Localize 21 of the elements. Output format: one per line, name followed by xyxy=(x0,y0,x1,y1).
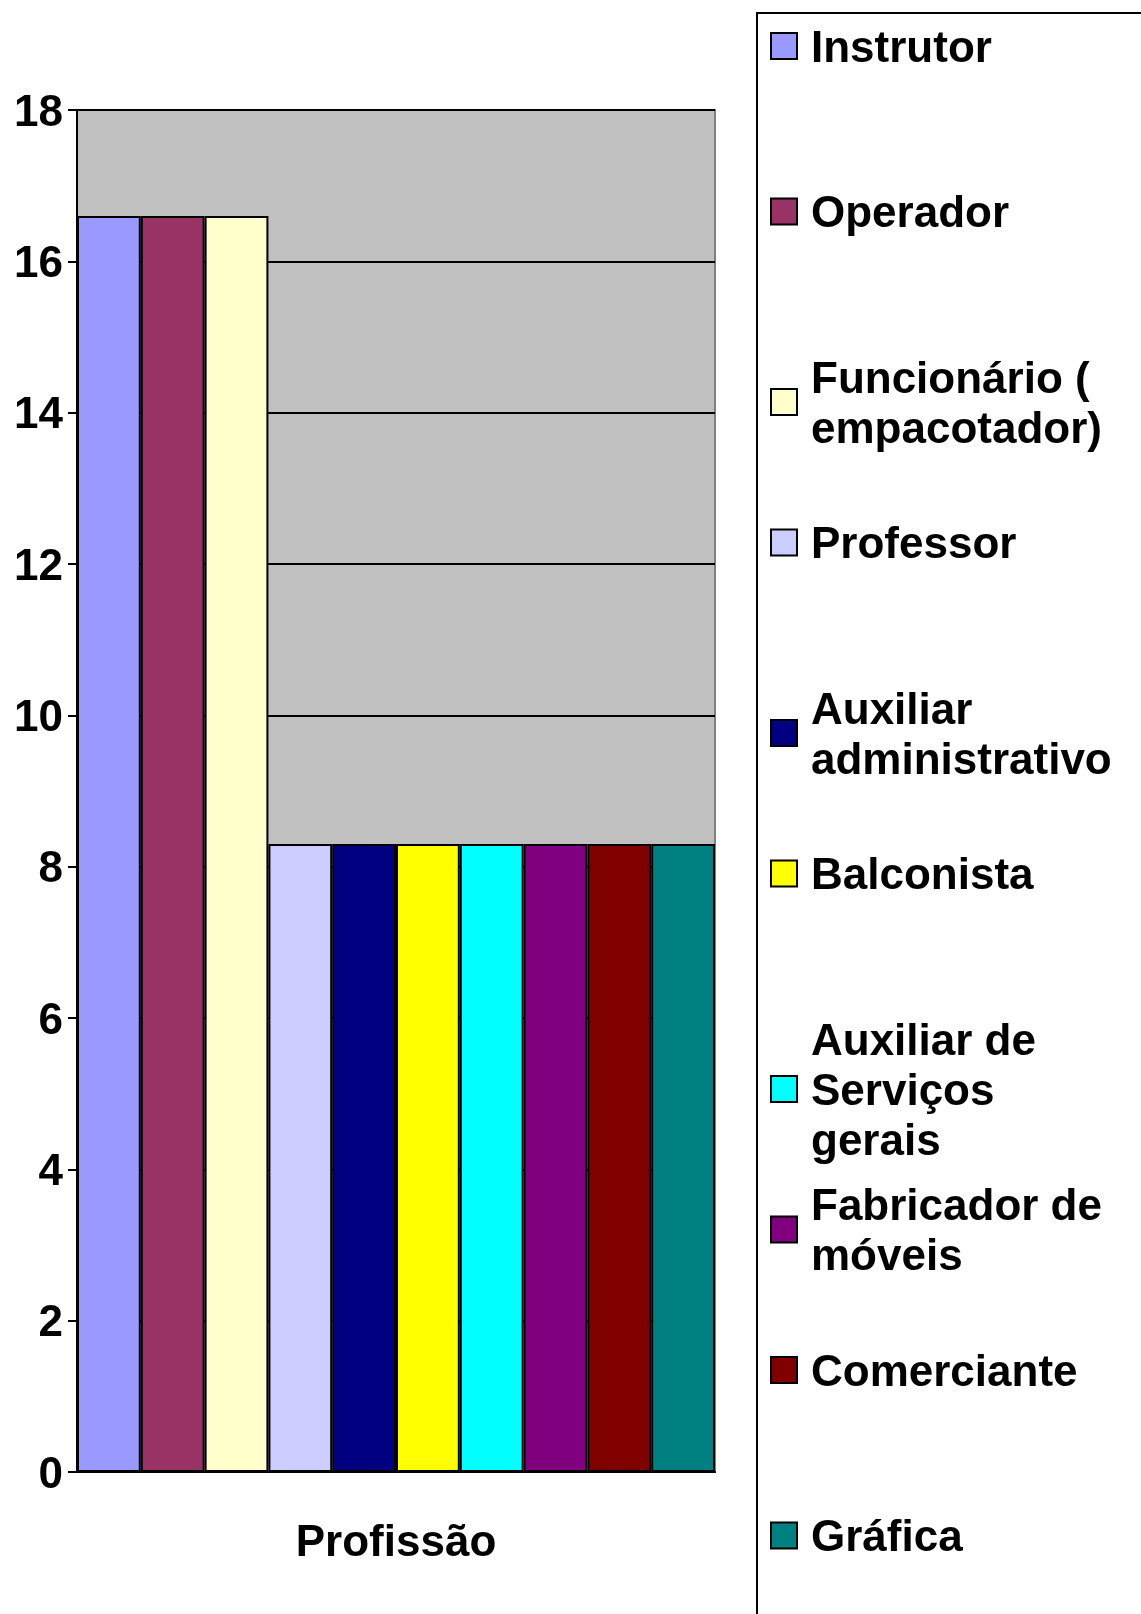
legend-label: Balconista xyxy=(811,849,1035,898)
y-tick-label: 0 xyxy=(38,1447,63,1497)
legend-label: Auxiliar de Serviços gerais xyxy=(811,1014,1049,1164)
y-tick-label: 12 xyxy=(14,539,63,589)
legend-label: Funcionário ( empacotador) xyxy=(811,352,1102,452)
legend-label: Gráfica xyxy=(811,1511,964,1560)
x-axis-title: Profissão xyxy=(295,1515,497,1565)
y-tick-label: 18 xyxy=(14,85,63,135)
y-tick-label: 4 xyxy=(38,1144,64,1194)
legend-label: Operador xyxy=(811,187,1010,236)
legend-label: Professor xyxy=(811,518,1017,567)
legend-label: Instrutor xyxy=(811,21,992,71)
y-tick-label: 16 xyxy=(14,236,63,286)
legend-label: Comerciante xyxy=(811,1345,1078,1395)
y-tick-label: 10 xyxy=(14,690,63,740)
y-tick-label: 2 xyxy=(38,1296,63,1346)
y-tick-label: 6 xyxy=(38,993,63,1043)
y-tick-label: 8 xyxy=(38,842,63,892)
legend-label: Fabricador de móveis xyxy=(811,1180,1115,1279)
legend-label: Auxiliar administrativo xyxy=(811,683,1112,783)
y-tick-label: 14 xyxy=(14,388,64,438)
